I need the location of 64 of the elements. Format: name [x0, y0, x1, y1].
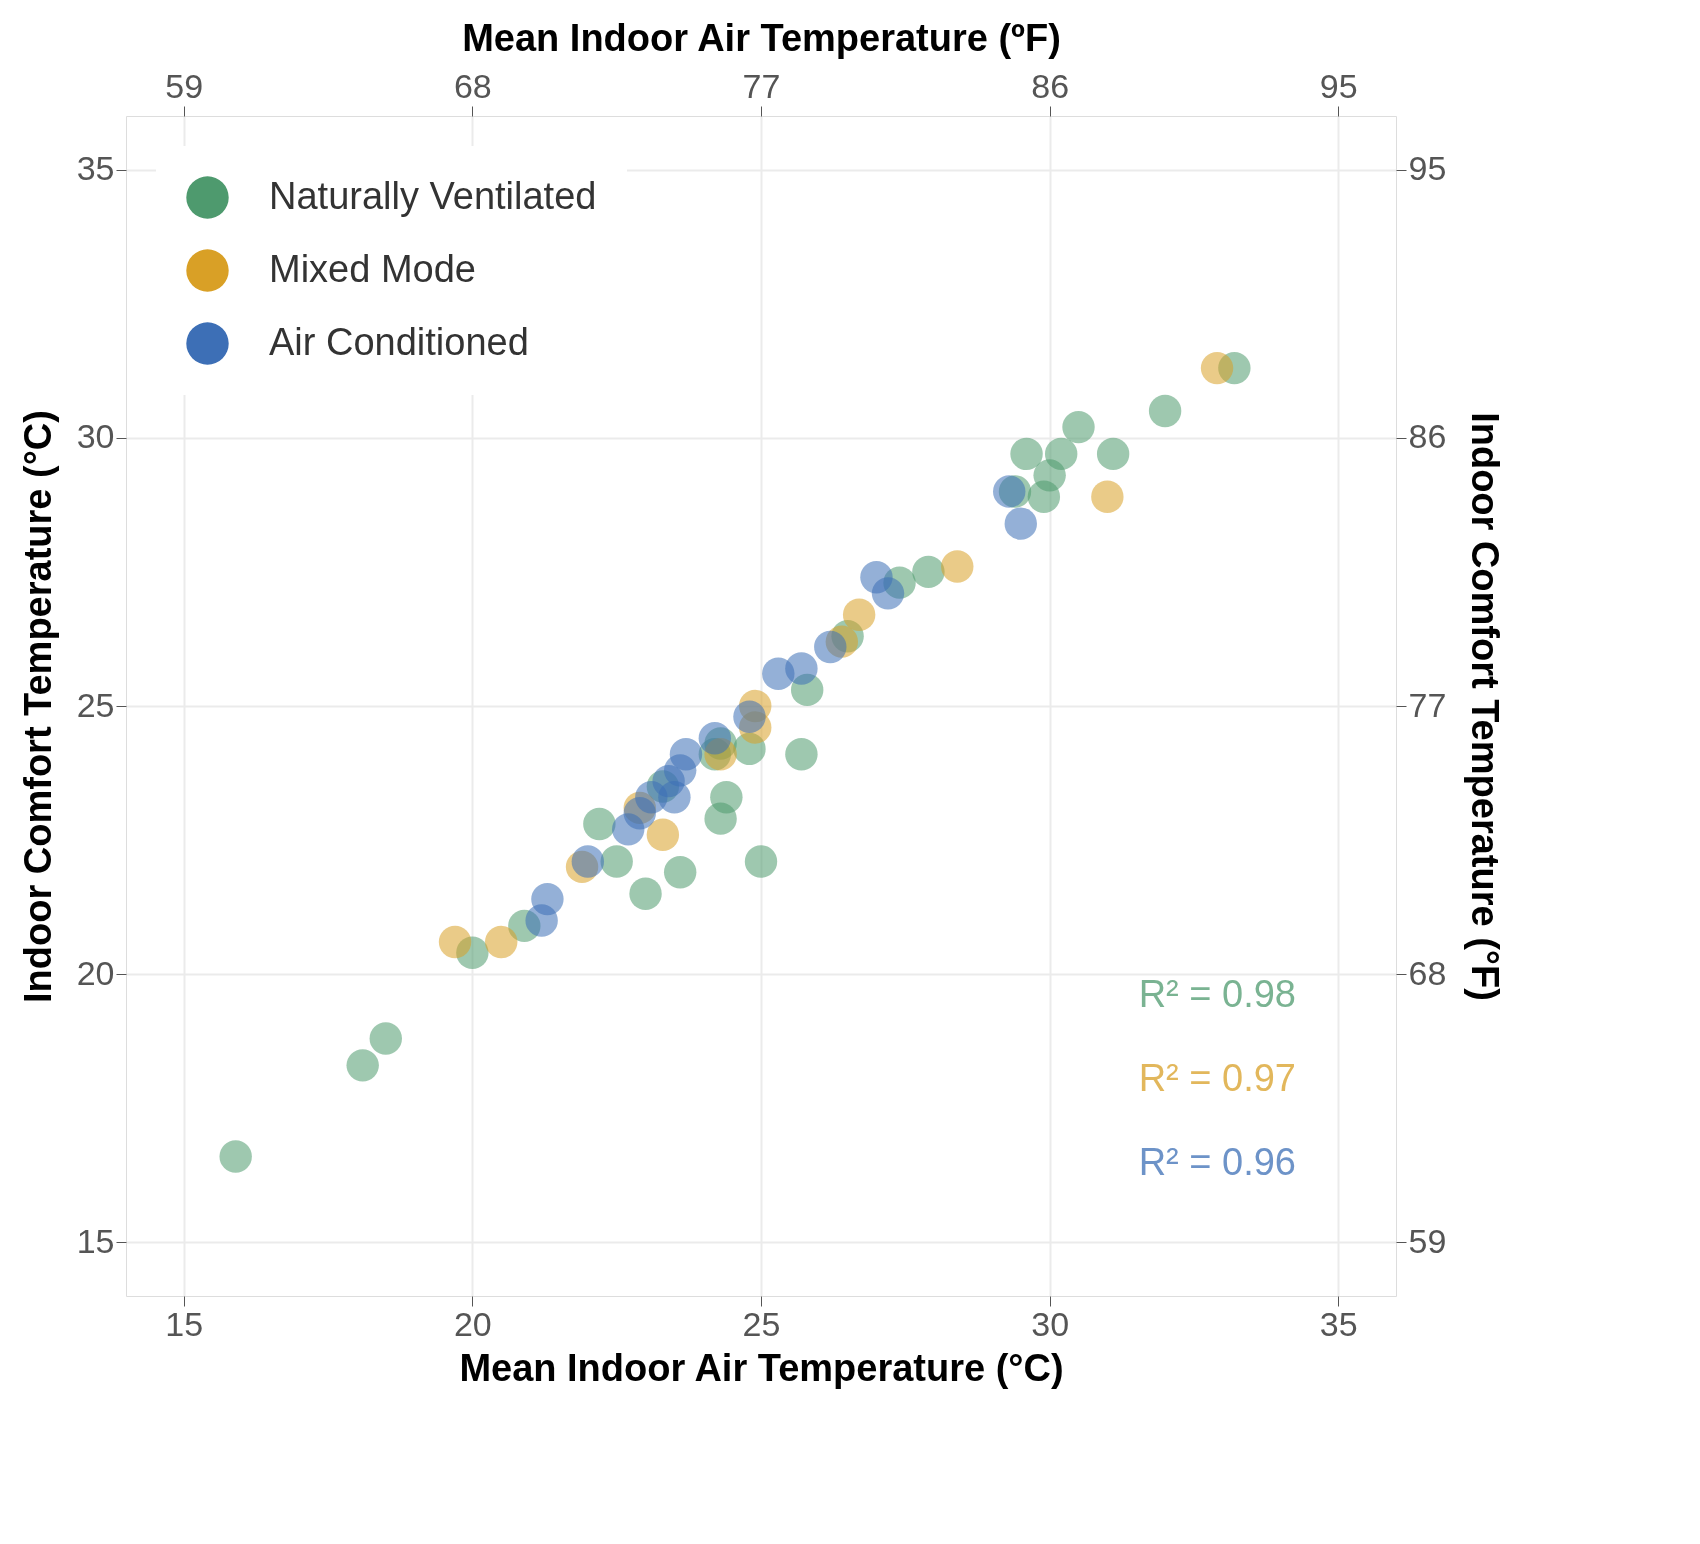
point [698, 722, 732, 755]
legend-label: Naturally Ventilated [269, 174, 597, 217]
y-axis-title: Indoor Comfort Temperature (°C) [16, 410, 59, 1003]
y2-axis-title: Indoor Comfort Temperature (°F) [1464, 412, 1507, 1001]
point [219, 1140, 252, 1173]
x-tick-label: 30 [1031, 1304, 1070, 1343]
point [842, 598, 876, 631]
x-tick-label: 35 [1319, 1304, 1358, 1343]
legend-label: Air Conditioned [269, 320, 529, 363]
y2-tick-label: 59 [1408, 1221, 1447, 1260]
legend-label: Mixed Mode [269, 247, 476, 290]
annotation: R² = 0.98 [1138, 973, 1296, 1015]
x-tick-label: 15 [165, 1304, 204, 1343]
point [583, 807, 616, 841]
point [438, 925, 472, 959]
point [669, 738, 703, 771]
point [1062, 410, 1095, 444]
point [663, 856, 697, 889]
point [733, 700, 766, 733]
annotation: R² = 0.97 [1138, 1057, 1296, 1099]
point [1010, 437, 1043, 471]
y2-tick-label: 77 [1408, 685, 1447, 724]
point [1044, 437, 1078, 471]
point [571, 845, 605, 878]
point [1148, 394, 1182, 428]
point [658, 781, 691, 814]
y2-tick-label: 68 [1408, 953, 1447, 992]
point [369, 1022, 402, 1055]
point [485, 925, 518, 959]
point [744, 845, 778, 878]
x-tick-label: 20 [453, 1304, 492, 1343]
point [785, 738, 818, 771]
y-tick-label: 15 [76, 1221, 115, 1260]
point [814, 630, 847, 664]
x2-tick-label: 77 [742, 66, 781, 105]
point [912, 555, 945, 589]
point [785, 652, 818, 685]
point [1096, 437, 1130, 471]
point [710, 781, 743, 814]
point [1200, 351, 1234, 385]
y-tick-label: 25 [76, 685, 115, 724]
point [346, 1049, 379, 1082]
x-tick-label: 25 [742, 1304, 781, 1343]
point [993, 475, 1026, 508]
y-tick-label: 20 [76, 953, 115, 992]
point [525, 904, 558, 937]
x2-tick-label: 59 [165, 66, 204, 105]
y-tick-label: 30 [76, 417, 115, 456]
y-tick-label: 35 [76, 149, 115, 188]
point [1091, 480, 1124, 513]
point [871, 577, 905, 610]
annotation: R² = 0.96 [1138, 1141, 1296, 1183]
point [1004, 507, 1037, 540]
point [941, 550, 974, 583]
y2-tick-label: 86 [1408, 417, 1447, 456]
point [629, 877, 662, 910]
x-axis-title: Mean Indoor Air Temperature (°C) [459, 1346, 1064, 1389]
x2-axis-title: Mean Indoor Air Temperature (ºF) [462, 16, 1061, 59]
point [646, 818, 680, 851]
x2-tick-label: 95 [1319, 66, 1358, 105]
x2-tick-label: 68 [453, 66, 492, 105]
point [600, 845, 633, 878]
x2-tick-label: 86 [1031, 66, 1070, 105]
y2-tick-label: 95 [1408, 149, 1447, 188]
